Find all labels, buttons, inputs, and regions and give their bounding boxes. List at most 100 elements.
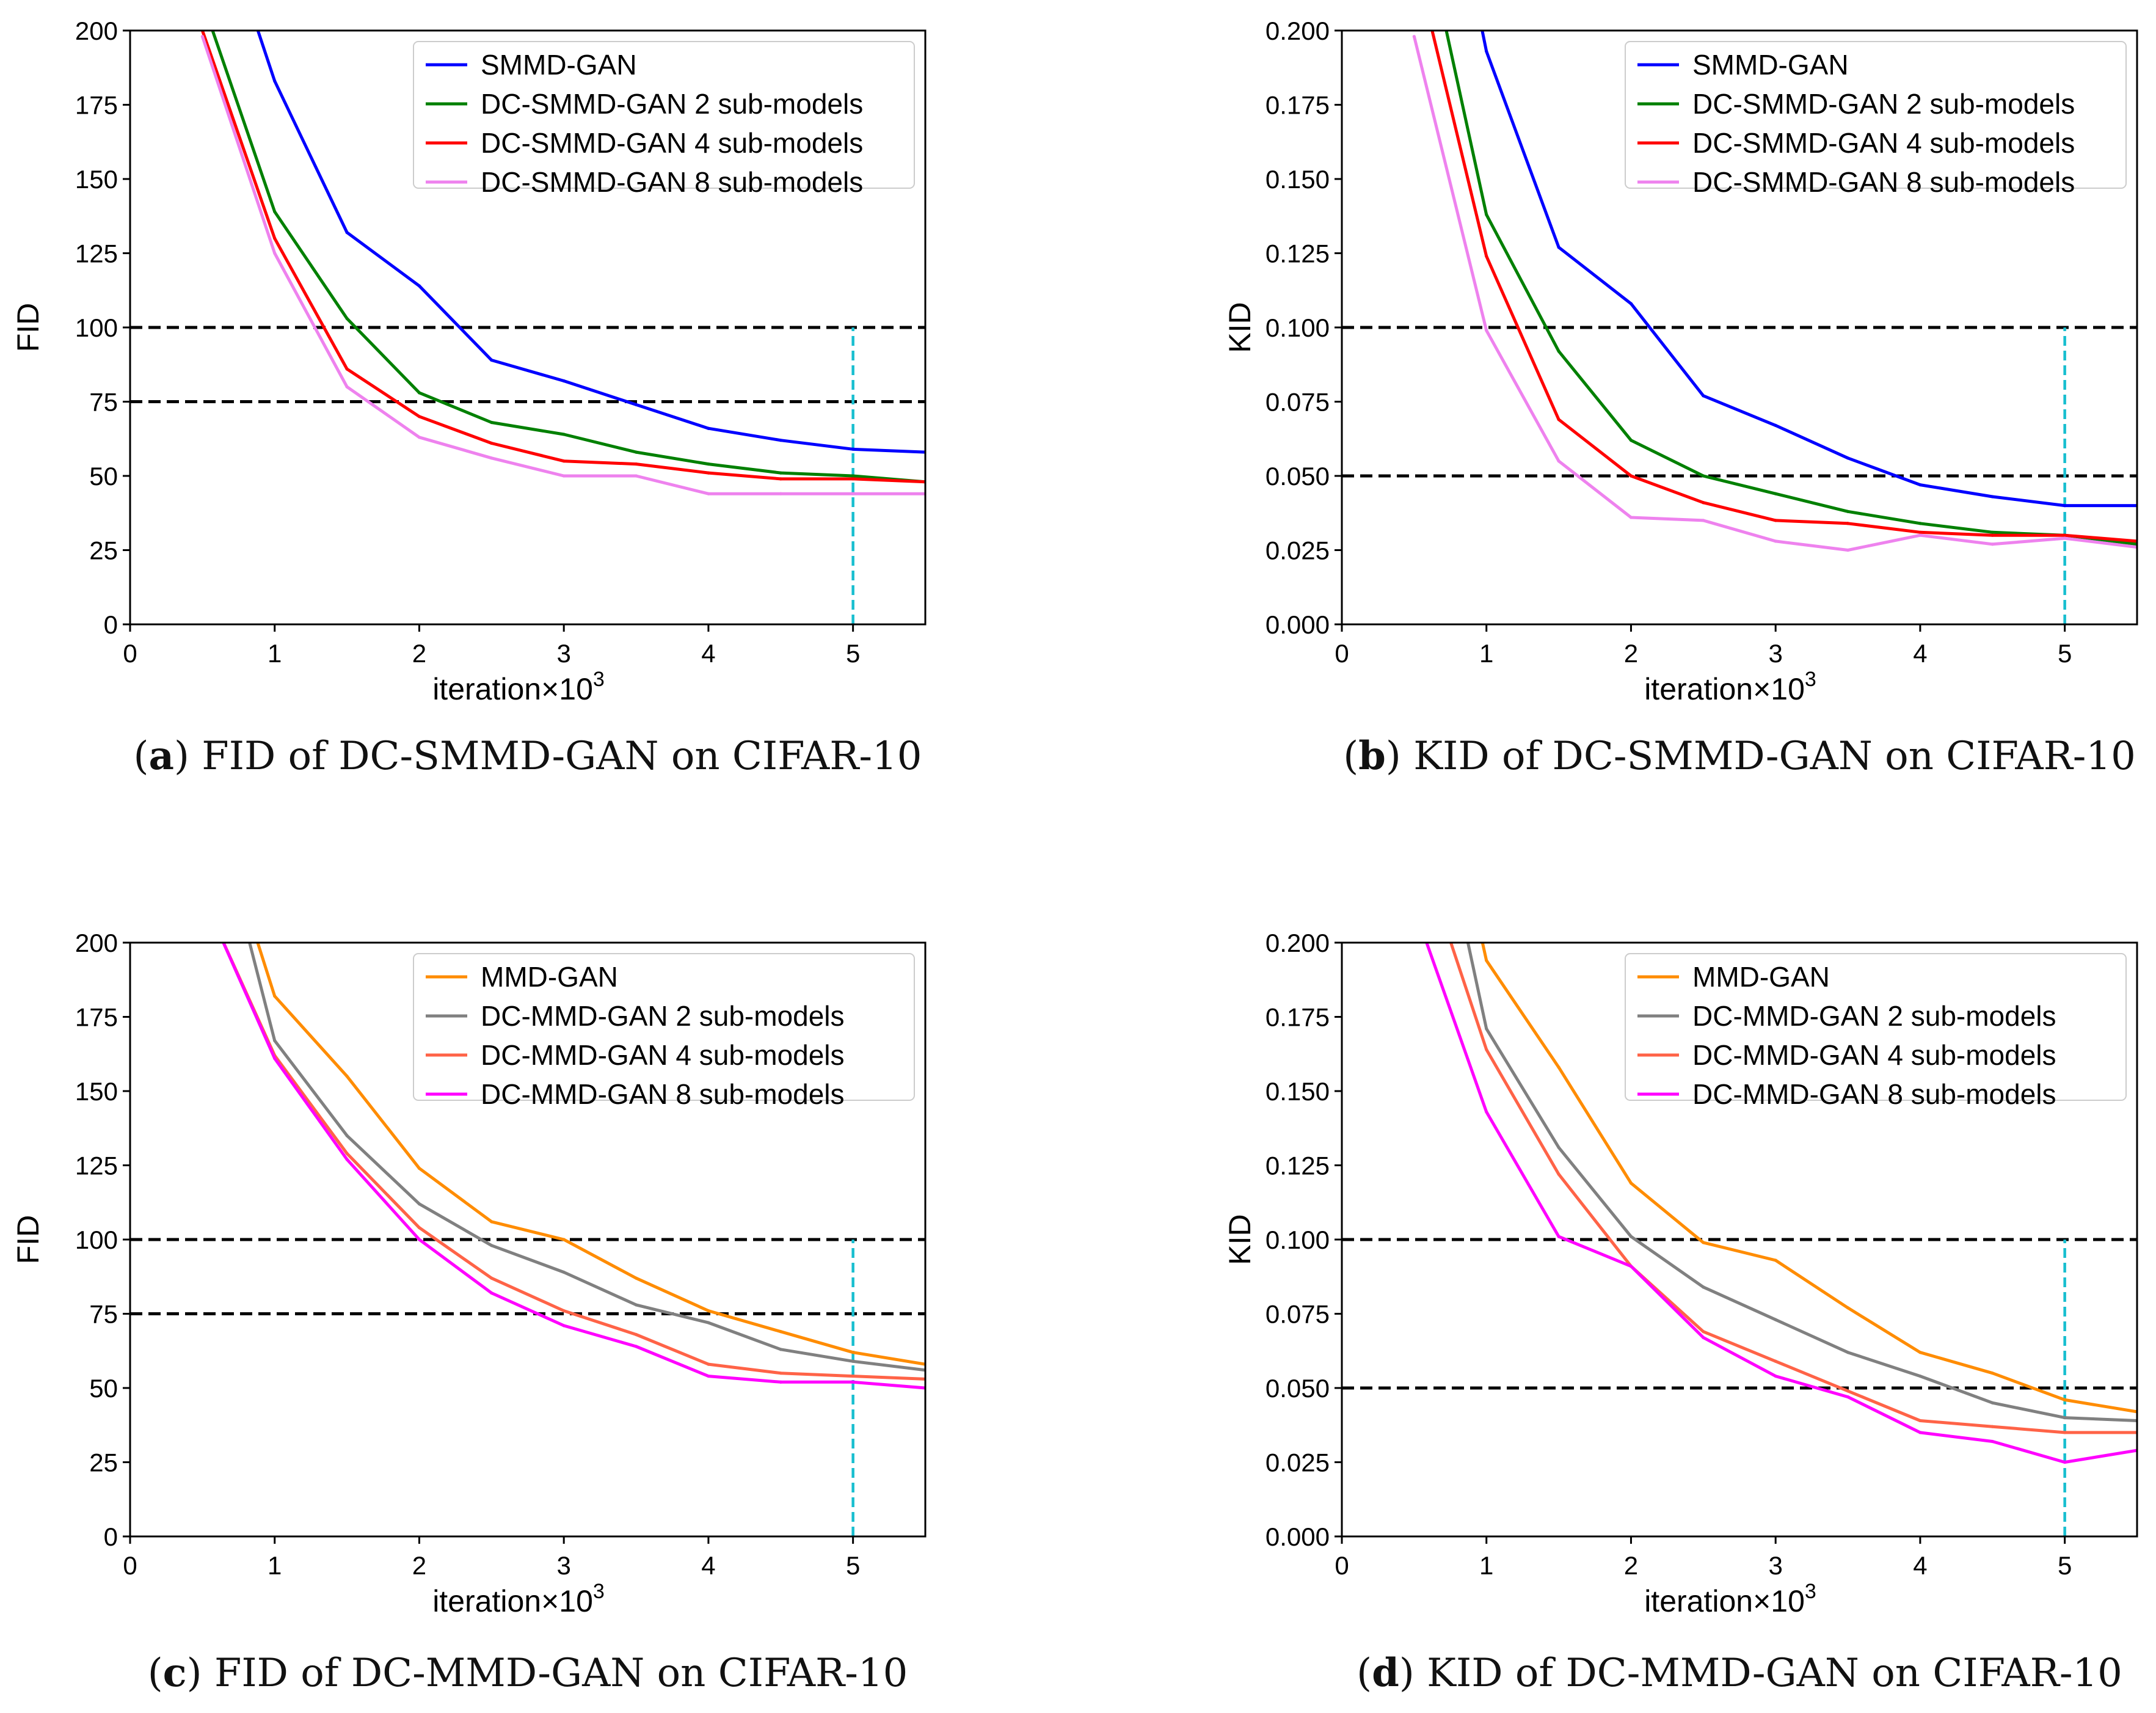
data-point-3-8 — [1990, 542, 1994, 546]
data-point-2-3 — [1629, 474, 1633, 478]
y-tick-label: 0.075 — [1266, 388, 1330, 417]
data-point-2-7 — [707, 471, 710, 475]
figure-caption: (a) FID of DC-SMMD-GAN on CIFAR-10 — [134, 733, 922, 779]
x-tick-label: 1 — [268, 1551, 282, 1580]
data-point-0-8 — [779, 1330, 782, 1334]
data-point-3-9 — [851, 1380, 855, 1384]
legend-box — [1625, 41, 2127, 189]
data-point-3-5 — [1774, 539, 1777, 543]
data-point-2-2 — [1557, 1172, 1561, 1176]
legend-box — [1625, 953, 2127, 1101]
y-tick-label: 0.175 — [1266, 91, 1330, 120]
data-point-3-3 — [417, 436, 421, 439]
data-point-1-3 — [417, 1202, 421, 1206]
x-axis-label: iteration×103 — [432, 1580, 605, 1618]
y-tick-label: 125 — [75, 1152, 118, 1180]
data-point-0-3 — [1629, 1182, 1633, 1185]
legend: MMD-GAN DC-MMD-GAN 2 sub-models DC-MMD-GAN… — [1625, 953, 2127, 1110]
chart-panel-a: 0 25 50 75 100 125 150 175 200 0 1 2 3 4 5 iteration×10… — [11, 16, 927, 779]
data-point-3-2 — [1557, 459, 1561, 463]
y-tick-label: 25 — [89, 1448, 118, 1477]
data-point-0-5 — [1774, 423, 1777, 427]
data-point-2-8 — [1990, 533, 1994, 537]
data-point-1-2 — [345, 316, 349, 321]
figure-caption: (b) KID of DC-SMMD-GAN on CIFAR-10 — [1343, 733, 2136, 779]
data-point-1-7 — [707, 1321, 710, 1324]
data-point-0-4 — [1702, 1241, 1705, 1244]
data-point-0-3 — [1629, 302, 1633, 305]
data-point-3-6 — [634, 474, 638, 478]
y-tick-label: 0.025 — [1266, 536, 1330, 565]
y-tick-label: 0.150 — [1266, 1077, 1330, 1106]
data-point-0-2 — [1557, 1065, 1561, 1069]
data-point-2-1 — [273, 236, 277, 240]
y-tick-label: 0.150 — [1266, 165, 1330, 194]
legend-entry-2: DC-SMMD-GAN 4 sub-models — [1692, 127, 2075, 159]
legend: SMMD-GAN DC-SMMD-GAN 2 sub-models DC-SMMD-… — [1625, 41, 2127, 198]
data-point-1-8 — [779, 471, 782, 475]
data-point-1-3 — [1629, 1235, 1633, 1238]
data-point-0-7 — [1918, 483, 1922, 487]
data-point-1-9 — [2063, 1416, 2067, 1420]
data-point-2-6 — [1846, 522, 1850, 525]
x-tick-label: 4 — [1913, 1551, 1927, 1580]
data-point-3-7 — [1918, 533, 1922, 537]
data-point-3-1 — [1485, 1110, 1488, 1114]
data-point-3-3 — [417, 1238, 421, 1241]
data-point-3-6 — [1846, 1395, 1850, 1399]
legend-entry-3: DC-SMMD-GAN 8 sub-models — [481, 166, 863, 198]
data-point-2-5 — [562, 1309, 566, 1313]
y-tick-label: 0.025 — [1266, 1448, 1330, 1477]
series-group — [1425, 943, 2137, 1464]
data-point-3-4 — [490, 1291, 493, 1295]
legend: MMD-GAN DC-MMD-GAN 2 sub-models DC-MMD-GAN… — [413, 953, 915, 1110]
data-point-1-2 — [1557, 349, 1561, 353]
legend-box — [413, 953, 915, 1101]
data-point-0-8 — [1990, 1371, 1994, 1375]
data-point-2-9 — [2063, 533, 2067, 537]
x-axis-label: iteration×103 — [1644, 668, 1816, 706]
legend-entry-3: DC-SMMD-GAN 8 sub-models — [1692, 166, 2075, 198]
data-point-1-4 — [490, 420, 493, 425]
data-point-2-4 — [1702, 1330, 1705, 1334]
data-point-3-4 — [1702, 1335, 1705, 1339]
data-point-0-1 — [273, 79, 277, 83]
y-tick-label: 0.175 — [1266, 1003, 1330, 1032]
data-point-3-1 — [273, 251, 277, 255]
data-point-1-4 — [1702, 474, 1705, 478]
legend-entry-0: SMMD-GAN — [1692, 49, 1849, 81]
figure-caption: (d) KID of DC-MMD-GAN on CIFAR-10 — [1357, 1650, 2122, 1696]
data-point-3-1 — [273, 1056, 277, 1061]
data-point-3-8 — [779, 1380, 782, 1384]
x-tick-label: 0 — [123, 639, 137, 668]
data-point-1-8 — [1990, 530, 1994, 534]
x-axis-label: iteration×103 — [432, 668, 605, 706]
x-tick-label: 3 — [1769, 1551, 1783, 1580]
data-point-2-4 — [1702, 501, 1705, 505]
legend-entry-1: DC-MMD-GAN 2 sub-models — [1692, 1000, 2056, 1032]
data-point-1-5 — [1774, 1318, 1777, 1321]
x-tick-label: 2 — [412, 1551, 426, 1580]
data-point-1-7 — [1918, 1374, 1922, 1378]
data-point-3-4 — [490, 456, 493, 460]
legend: SMMD-GAN DC-SMMD-GAN 2 sub-models DC-SMMD-… — [413, 41, 915, 198]
data-point-3-2 — [345, 1158, 349, 1161]
y-tick-label: 200 — [75, 16, 118, 45]
x-tick-label: 2 — [1624, 639, 1638, 668]
data-point-2-7 — [1918, 1419, 1922, 1423]
x-tick-label: 3 — [557, 639, 571, 668]
legend-entry-2: DC-MMD-GAN 4 sub-models — [1692, 1039, 2056, 1071]
data-point-0-1 — [1485, 49, 1488, 53]
data-point-2-6 — [634, 1332, 638, 1337]
x-tick-label: 0 — [123, 1551, 137, 1580]
data-point-0-6 — [1846, 456, 1850, 460]
legend-entry-1: DC-SMMD-GAN 2 sub-models — [481, 88, 863, 120]
data-point-2-5 — [1774, 1359, 1777, 1363]
data-point-0-5 — [562, 1238, 566, 1241]
data-point-1-2 — [345, 1134, 349, 1138]
data-point-3-2 — [1557, 1235, 1561, 1238]
legend-entry-3: DC-MMD-GAN 8 sub-models — [1692, 1078, 2056, 1110]
x-tick-label: 3 — [557, 1551, 571, 1580]
data-point-2-5 — [1774, 519, 1777, 522]
